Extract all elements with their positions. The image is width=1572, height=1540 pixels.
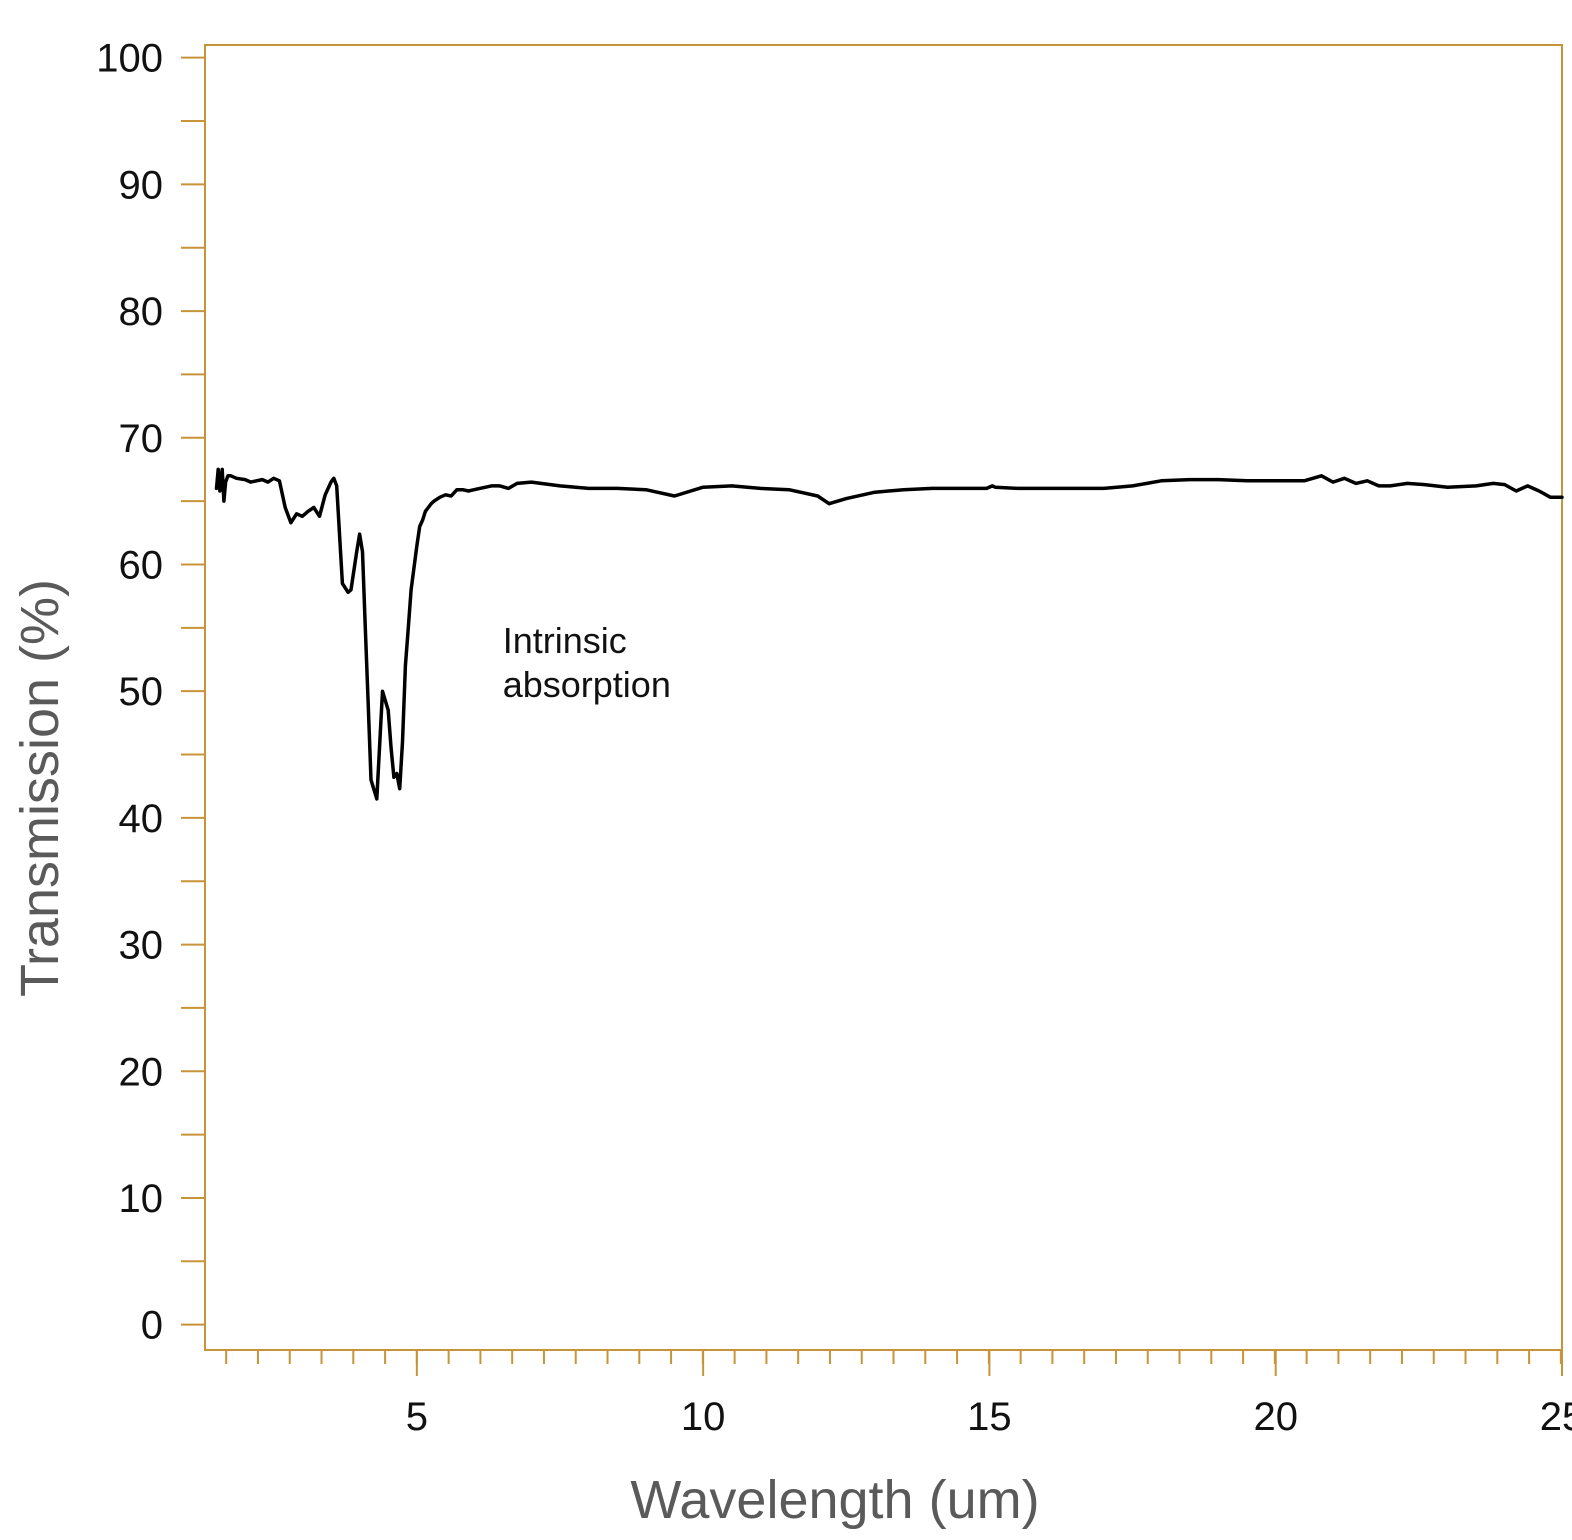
x-tick-label: 25	[1540, 1395, 1572, 1439]
y-tick-label: 20	[119, 1050, 164, 1094]
y-tick-label: 0	[141, 1304, 163, 1348]
y-axis-title: Transmission (%)	[10, 579, 70, 997]
y-tick-label: 10	[119, 1177, 164, 1221]
x-axis-tick-labels: 5 10 15 20 25	[406, 1395, 1572, 1439]
y-tick-label: 70	[119, 417, 164, 461]
y-tick-label: 90	[119, 163, 164, 207]
intrinsic-absorption-annotation: Intrinsic absorption	[503, 620, 671, 705]
annotation-line: Intrinsic	[503, 620, 627, 661]
x-tick-label: 15	[967, 1395, 1012, 1439]
x-tick-label: 10	[681, 1395, 726, 1439]
y-tick-label: 40	[119, 797, 164, 841]
transmission-series-line	[214, 467, 1564, 801]
y-tick-label: 60	[119, 543, 164, 587]
plot-frame	[204, 44, 1563, 1351]
x-axis-title: Wavelength (um)	[630, 1470, 1039, 1530]
y-axis-tick-labels: 0 10 20 30 40 50 60 70 80 90 100	[96, 37, 163, 1348]
y-tick-label: 50	[119, 670, 164, 714]
x-axis-ticks	[225, 1350, 1563, 1376]
y-tick-label: 30	[119, 924, 164, 968]
y-tick-label: 80	[119, 290, 164, 334]
x-tick-label: 5	[406, 1395, 428, 1439]
y-axis-ticks	[181, 56, 205, 1326]
y-tick-label: 100	[96, 37, 163, 81]
annotation-line: absorption	[503, 664, 671, 705]
x-tick-label: 20	[1253, 1395, 1298, 1439]
